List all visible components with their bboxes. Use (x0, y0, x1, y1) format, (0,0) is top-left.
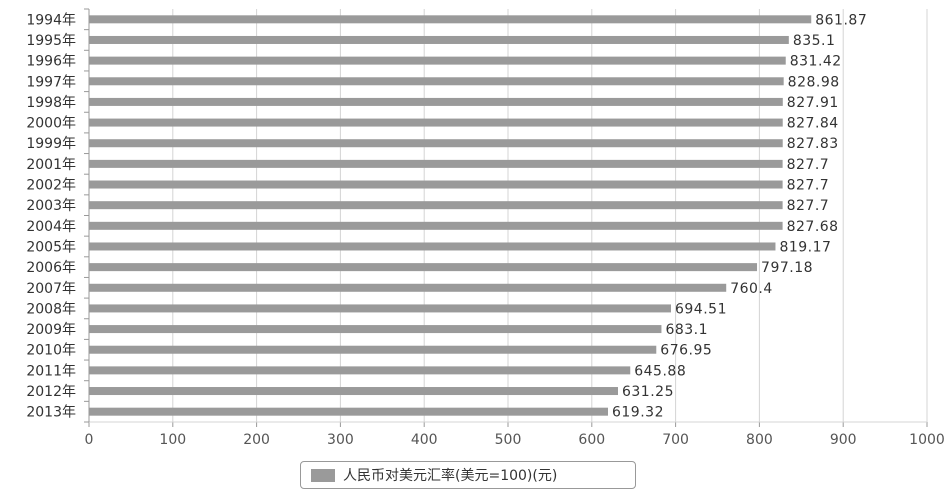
data-label: 831.42 (790, 54, 842, 70)
data-label: 797.18 (761, 260, 813, 276)
bar (89, 304, 671, 313)
bar (89, 387, 618, 396)
data-label: 631.25 (622, 384, 674, 400)
data-label: 861.87 (815, 12, 867, 28)
data-label: 835.1 (793, 33, 836, 49)
category-labels: 1994年 1995年 1996年 1997年 1998年 2000年 1999年 2001年… (26, 12, 76, 420)
bars (84, 8, 927, 423)
bar (89, 263, 758, 272)
category-label: 1999年 (26, 136, 76, 152)
category-label: 2005年 (26, 239, 76, 255)
bar (89, 159, 783, 168)
category-label: 1996年 (26, 54, 76, 70)
category-label: 2006年 (26, 260, 76, 276)
data-label: 827.68 (787, 219, 839, 235)
data-label: 619.32 (612, 405, 664, 421)
legend-swatch (311, 468, 335, 482)
bar (89, 283, 727, 292)
category-label: 1998年 (26, 95, 76, 111)
data-label: 683.1 (665, 322, 708, 338)
bar (89, 180, 783, 189)
data-label: 827.7 (787, 157, 830, 173)
category-label: 2001年 (26, 157, 76, 173)
data-label: 827.84 (787, 116, 839, 132)
bar (89, 56, 786, 65)
category-label: 2000年 (26, 116, 76, 132)
bar (89, 201, 783, 210)
category-label: 2002年 (26, 178, 76, 194)
data-label: 645.88 (634, 363, 686, 379)
legend: 人民币对美元汇率(美元=100)(元) (300, 461, 636, 489)
bar (89, 15, 812, 24)
bar (89, 366, 631, 375)
data-labels: 861.87 835.1 831.42 828.98 827.91 827.84 827.8… (612, 12, 867, 420)
category-label: 2007年 (26, 281, 76, 297)
x-tick-label: 700 (662, 432, 689, 448)
data-label: 760.4 (730, 281, 773, 297)
bar (89, 221, 783, 230)
data-label: 828.98 (788, 74, 840, 90)
category-label: 1994年 (26, 12, 76, 28)
x-tick-label: 200 (243, 432, 270, 448)
category-label: 2008年 (26, 301, 76, 317)
x-tick-label: 800 (746, 432, 773, 448)
x-tick-label: 900 (830, 432, 857, 448)
category-label: 2003年 (26, 198, 76, 214)
bar (89, 242, 776, 251)
bar (89, 325, 662, 334)
category-label: 1995年 (26, 33, 76, 49)
data-label: 827.7 (787, 178, 830, 194)
x-tick-label: 1000 (909, 432, 945, 448)
category-label: 1997年 (26, 74, 76, 90)
x-tick-label: 600 (578, 432, 605, 448)
x-tick-label: 300 (327, 432, 354, 448)
category-label: 2010年 (26, 343, 76, 359)
data-label: 676.95 (660, 343, 712, 359)
bar (89, 407, 608, 416)
data-label: 827.7 (787, 198, 830, 214)
data-label: 819.17 (779, 239, 831, 255)
category-label: 2004年 (26, 219, 76, 235)
data-label: 827.83 (787, 136, 839, 152)
x-tick-labels: 0 100 200 300 400 500 600 700 800 900 1000 (85, 432, 945, 448)
legend-label: 人民币对美元汇率(美元=100)(元) (343, 468, 558, 484)
data-label: 827.91 (787, 95, 839, 111)
bar (89, 97, 783, 106)
bar (89, 118, 783, 127)
x-tick-label: 0 (85, 432, 94, 448)
bar (89, 77, 784, 86)
bar (89, 345, 657, 354)
bar (89, 139, 783, 148)
bar (89, 35, 789, 44)
category-label: 2011年 (26, 363, 76, 379)
x-tick-label: 400 (411, 432, 438, 448)
category-label: 2012年 (26, 384, 76, 400)
data-label: 694.51 (675, 301, 727, 317)
x-tick-label: 100 (159, 432, 186, 448)
category-label: 2013年 (26, 405, 76, 421)
category-label: 2009年 (26, 322, 76, 338)
x-tick-label: 500 (495, 432, 522, 448)
